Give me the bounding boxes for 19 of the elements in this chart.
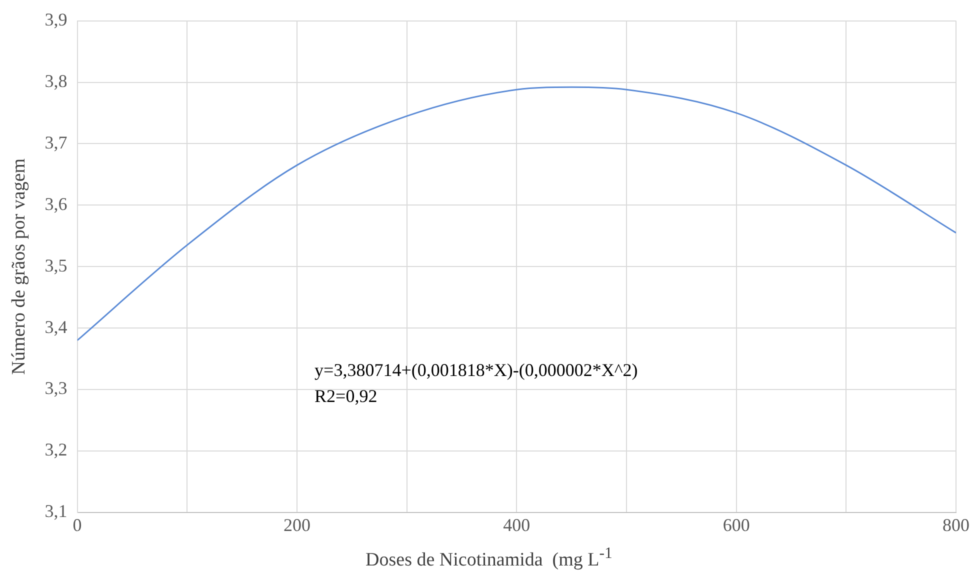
x-tick-label: 0 <box>72 514 82 535</box>
y-tick-label: 3,1 <box>44 501 68 522</box>
y-tick-label: 3,9 <box>44 10 68 30</box>
line-series <box>77 86 956 342</box>
y-tick-label: 3,4 <box>44 316 68 337</box>
y-tick-label: 3,3 <box>44 378 68 398</box>
y-tick-label: 3,7 <box>44 132 68 152</box>
y-tick-label: 3,8 <box>44 70 68 91</box>
y-tick-label: 3,5 <box>44 255 68 276</box>
x-tick-label: 600 <box>722 514 750 535</box>
x-tick-label: 400 <box>503 514 530 535</box>
x-axis-title: Doses de Nicotinamida (mg L$^{-1}$ <box>364 545 614 572</box>
annotation: y=3,380714+(0,001818*X)-(0,000002*X^2) <box>314 360 638 380</box>
y-axis-title: Número de grãos por vagem <box>8 158 30 375</box>
y-tick-label: 3,6 <box>44 194 68 214</box>
x-tick-label: 200 <box>283 514 310 535</box>
annotation: R2=0,92 <box>314 386 378 406</box>
y-tick-label: 3,2 <box>44 440 68 460</box>
x-tick-label: 800 <box>942 514 970 535</box>
